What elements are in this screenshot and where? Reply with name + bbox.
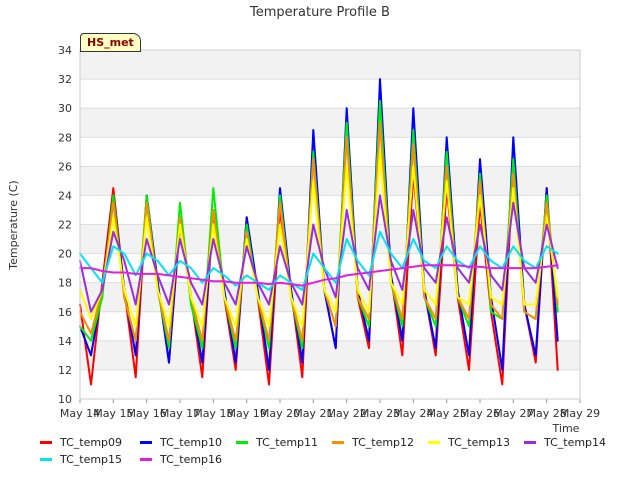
y-tick-label: 30 [58,102,72,115]
legend-swatch [332,441,344,444]
y-tick-label: 28 [58,131,72,144]
x-tick-label: May 18 [193,407,233,420]
y-tick-label: 20 [58,248,72,261]
y-tick-label: 32 [58,73,72,86]
series-line-TC_temp13 [79,150,559,328]
x-tick-label: May 27 [493,407,533,420]
background-band [80,369,580,399]
x-tick-label: May 14 [60,407,100,420]
legend-item: TC_temp11 [236,436,318,449]
x-tick-label: May 24 [393,407,433,420]
legend-swatch [40,458,52,461]
x-tick-label: May 23 [360,407,400,420]
background-band [80,50,580,80]
x-tick-label: May 21 [293,407,333,420]
x-tick-label: May 15 [93,407,133,420]
series-line-TC_temp15 [79,230,559,291]
legend-swatch [236,441,248,444]
y-tick-label: 16 [58,306,72,319]
legend-label: TC_temp12 [352,436,415,449]
plot-frame [79,49,581,400]
y-tick-label: 24 [58,189,72,202]
legend-item: TC_temp15 [40,453,122,466]
legend-item: TC_temp10 [140,436,222,449]
series-line-TC_temp16 [79,264,559,287]
station-badge: HS_met [80,33,141,52]
y-tick-label: 12 [58,364,72,377]
y-axis-label: Temperature (C) [7,180,20,270]
x-tick-label: May 26 [460,407,500,420]
x-tick-label: May 22 [327,407,367,420]
legend-swatch [40,441,52,444]
legend-label: TC_temp14 [544,436,607,449]
background-band [80,108,580,138]
chart-title: Temperature Profile B [249,5,390,20]
legend-item: TC_temp09 [40,436,122,449]
legend-swatch [428,441,440,444]
legend-label: TC_temp09 [60,436,123,449]
x-tick-label: May 17 [160,407,200,420]
x-tick-label: May 19 [227,407,267,420]
background-band [80,224,580,254]
y-tick-label: 18 [58,277,72,290]
legend-label: TC_temp16 [160,453,223,466]
y-tick-label: 34 [58,44,72,57]
background-band [80,137,580,167]
x-tick-label: May 29 [560,407,600,420]
background-band [80,79,580,109]
series-line-TC_temp14 [79,194,559,313]
x-tick-label: May 16 [127,407,167,420]
legend-label: TC_temp10 [160,436,223,449]
y-tick-label: 10 [58,393,72,406]
x-axis-label: Time [552,422,580,435]
y-tick-label: 22 [58,219,72,232]
background-band [80,195,580,225]
x-tick-label: May 20 [260,407,300,420]
x-tick-label: May 25 [427,407,467,420]
legend-item: TC_temp12 [332,436,414,449]
legend-item: TC_temp14 [524,436,606,449]
series-layer [79,78,559,386]
y-tick-label: 14 [58,335,72,348]
x-tick-label: May 28 [527,407,567,420]
legend-label: TC_temp11 [256,436,319,449]
legend-item: TC_temp13 [428,436,510,449]
legend-swatch [140,441,152,444]
legend-swatch [524,441,536,444]
legend-swatch [140,458,152,461]
legend-item: TC_temp16 [140,453,222,466]
legend-label: TC_temp15 [60,453,123,466]
y-tick-label: 26 [58,160,72,173]
legend-label: TC_temp13 [448,436,511,449]
background-band [80,166,580,196]
